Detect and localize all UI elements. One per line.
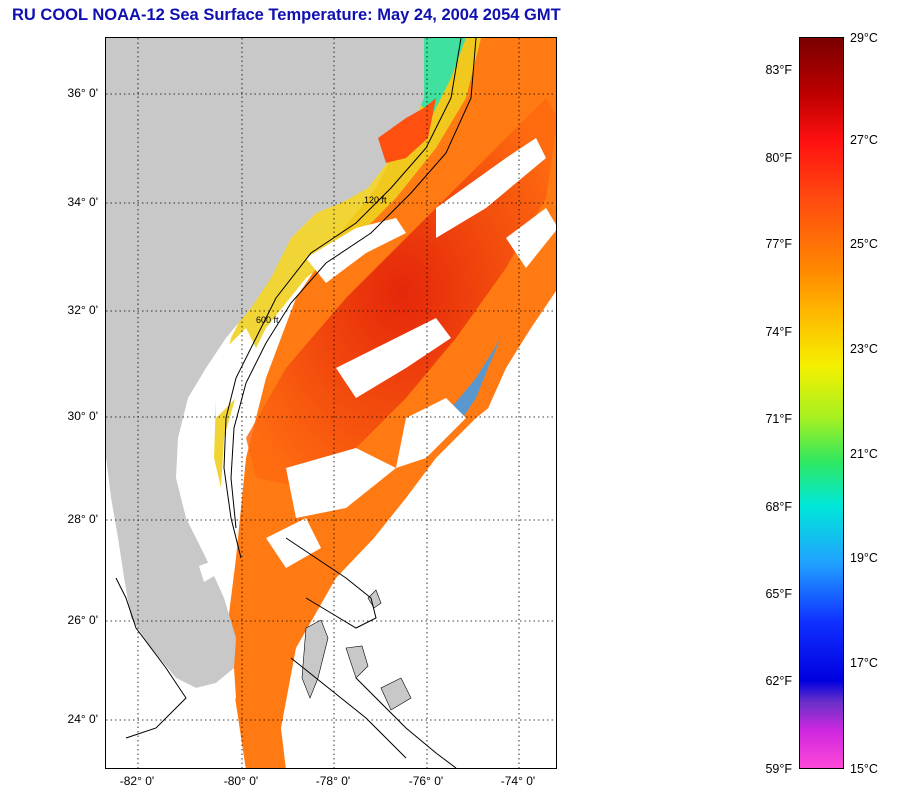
lon-label: -78° 0' — [315, 774, 351, 788]
fahrenheit-label: 83°F — [765, 63, 792, 77]
celsius-label: 25°C — [850, 237, 878, 251]
fahrenheit-label: 77°F — [765, 237, 792, 251]
lon-label: -82° 0' — [119, 774, 155, 788]
celsius-label: 21°C — [850, 447, 878, 461]
lat-label: 24° 0' — [67, 712, 98, 726]
fahrenheit-label: 71°F — [765, 412, 792, 426]
lat-label: 32° 0' — [67, 303, 98, 317]
nearshore-cold-water — [416, 38, 466, 118]
land-us-coast — [106, 38, 424, 688]
lat-label: 36° 0' — [67, 86, 98, 100]
isobath-label-120: 120 ft — [364, 195, 387, 205]
celsius-label: 23°C — [850, 342, 878, 356]
celsius-label: 29°C — [850, 31, 878, 45]
isobath-label-600: 600 ft — [256, 315, 279, 325]
map-canvas: 120 ft 600 ft — [106, 38, 556, 768]
fahrenheit-label: 74°F — [765, 325, 792, 339]
lon-label: -74° 0' — [500, 774, 536, 788]
page-title: RU COOL NOAA-12 Sea Surface Temperature:… — [12, 6, 561, 24]
lat-label: 30° 0' — [67, 409, 98, 423]
pamlico-sound — [378, 98, 436, 163]
temperature-colorbar — [799, 37, 844, 769]
fahrenheit-label: 59°F — [765, 762, 792, 776]
lake-okeechobee — [199, 562, 214, 582]
lat-label: 34° 0' — [67, 195, 98, 209]
celsius-label: 17°C — [850, 656, 878, 670]
celsius-label: 19°C — [850, 551, 878, 565]
bahamas-islands — [301, 589, 412, 711]
sst-map[interactable]: 120 ft 600 ft — [105, 37, 557, 769]
gulf-of-mexico — [106, 458, 236, 758]
fahrenheit-label: 68°F — [765, 500, 792, 514]
celsius-label: 15°C — [850, 762, 878, 776]
fahrenheit-label: 65°F — [765, 587, 792, 601]
lat-label: 26° 0' — [67, 613, 98, 627]
lon-label: -80° 0' — [223, 774, 259, 788]
celsius-label: 27°C — [850, 133, 878, 147]
isobath-contours — [115, 38, 477, 768]
fahrenheit-label: 80°F — [765, 151, 792, 165]
graticule — [106, 38, 556, 768]
lat-label: 28° 0' — [67, 512, 98, 526]
lon-label: -76° 0' — [408, 774, 444, 788]
fahrenheit-label: 62°F — [765, 674, 792, 688]
